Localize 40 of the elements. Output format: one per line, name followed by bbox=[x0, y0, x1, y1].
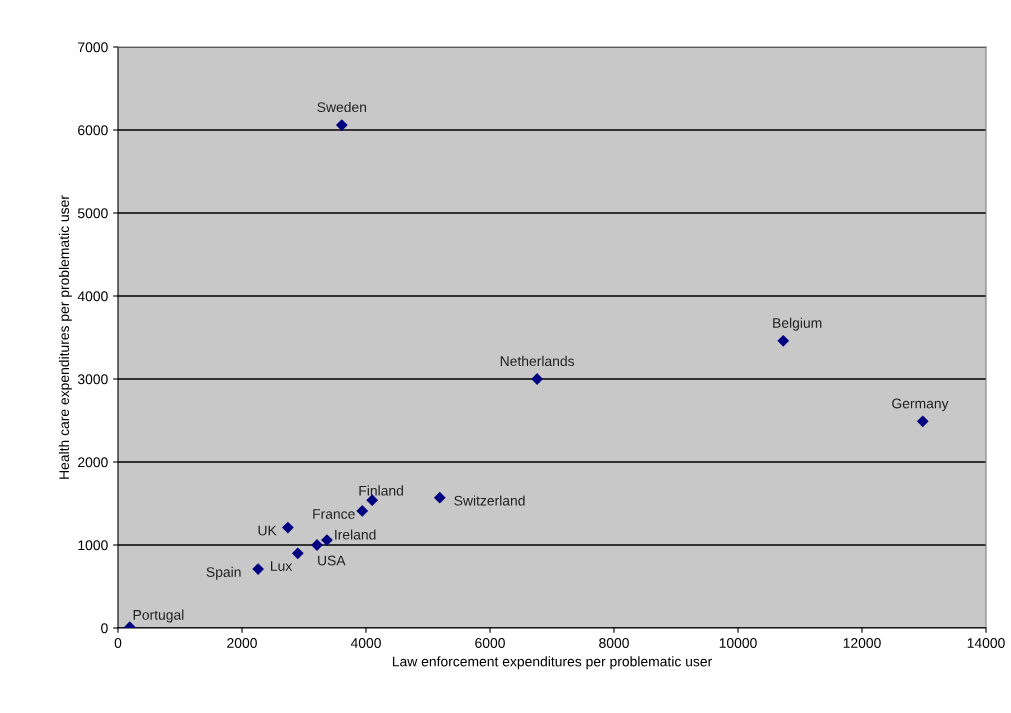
y-tick-label: 2000 bbox=[78, 457, 108, 468]
y-tick-label: 4000 bbox=[77, 291, 108, 302]
point bbox=[252, 563, 265, 575]
point bbox=[433, 491, 446, 504]
y-tick-label: 1000 bbox=[78, 540, 108, 551]
y-axis-title: Health care expenditures per problematic user bbox=[58, 195, 72, 479]
x-tick-label: 10000 bbox=[719, 638, 757, 648]
y-tick-label: 6000 bbox=[78, 125, 108, 136]
annotation: Belgium bbox=[773, 317, 822, 331]
x-tick-label: 12000 bbox=[843, 638, 881, 648]
y-tick-label: 3000 bbox=[77, 374, 108, 385]
x-tick-label: 8000 bbox=[599, 638, 629, 648]
x-tick-label: 2000 bbox=[227, 638, 257, 648]
annotation: Lux bbox=[270, 561, 293, 571]
annotation: Spain bbox=[206, 566, 241, 580]
y-tick-label: 5000 bbox=[77, 208, 108, 219]
annotation: Netherlands bbox=[500, 355, 575, 367]
x-tick-label: 0 bbox=[114, 638, 122, 648]
point bbox=[291, 547, 304, 560]
point bbox=[356, 505, 369, 517]
annotation: Germany bbox=[892, 398, 949, 412]
y-tick-label: 0 bbox=[101, 623, 108, 634]
point bbox=[916, 415, 929, 428]
x-tick-label: 14000 bbox=[967, 638, 1005, 648]
annotation: Finland bbox=[359, 485, 403, 496]
point bbox=[777, 334, 790, 347]
annotation: Portugal bbox=[133, 609, 184, 623]
annotation: Ireland bbox=[335, 529, 376, 540]
point bbox=[281, 521, 294, 534]
annotation: UK bbox=[258, 525, 277, 536]
point bbox=[335, 119, 348, 131]
x-axis-title: Law enforcement expenditures per problematic user bbox=[392, 656, 712, 670]
x-tick-label: 4000 bbox=[350, 638, 381, 648]
annotation: USA bbox=[318, 555, 346, 566]
point bbox=[531, 373, 544, 385]
annotation: France bbox=[313, 509, 355, 519]
x-tick-label: 6000 bbox=[475, 638, 505, 648]
y-tick-label: 7000 bbox=[78, 42, 108, 53]
annotation: Switzerland bbox=[454, 495, 525, 506]
annotation: Sweden bbox=[317, 101, 367, 113]
